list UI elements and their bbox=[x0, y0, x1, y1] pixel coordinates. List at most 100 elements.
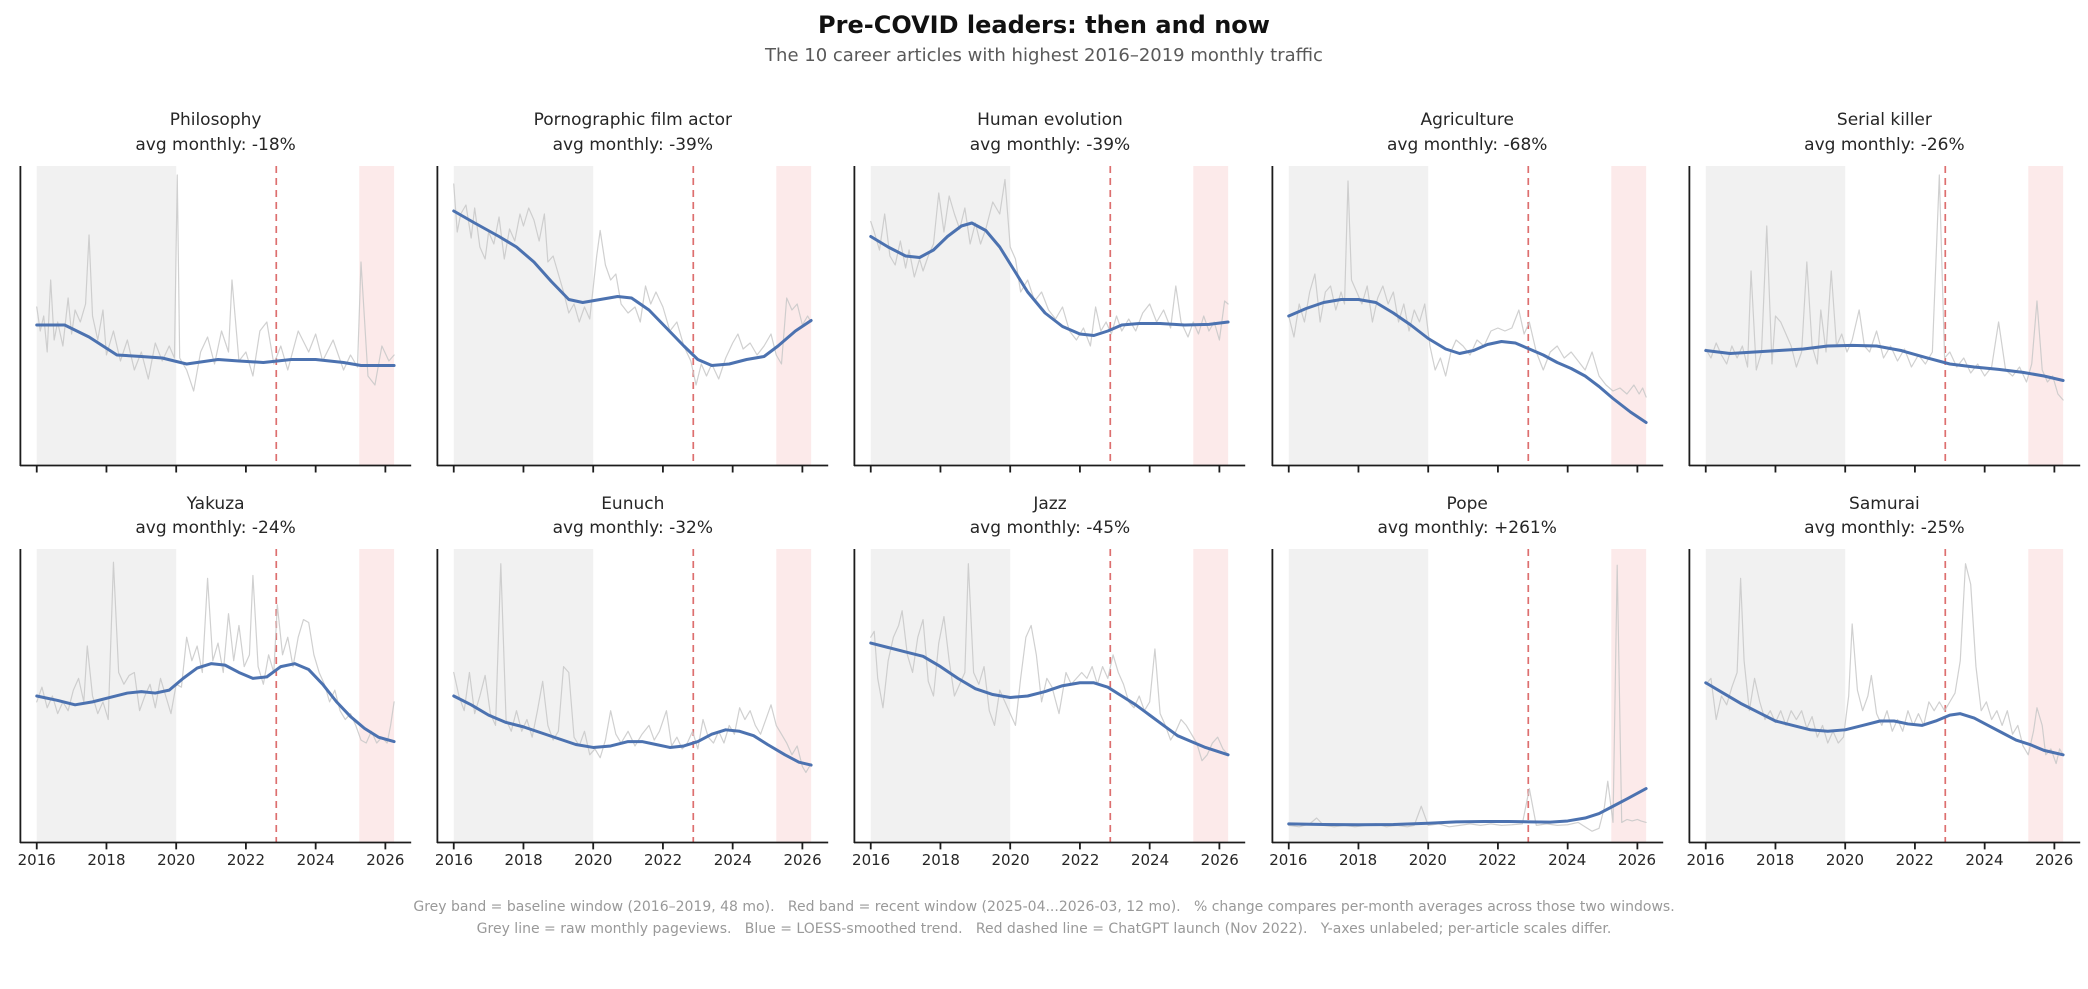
x-tick-label: 2024 bbox=[296, 850, 335, 869]
x-tick-label: 2018 bbox=[87, 850, 126, 869]
x-tick-label: 2024 bbox=[1965, 850, 2004, 869]
baseline-band bbox=[36, 548, 177, 843]
subplot-title: Human evolution bbox=[977, 110, 1123, 131]
subplot-title: Agriculture bbox=[1420, 110, 1514, 131]
subplot-title: Pope bbox=[1446, 493, 1488, 514]
recent-band bbox=[359, 165, 395, 466]
subplot-title: Jazz bbox=[1033, 493, 1067, 514]
trend-line bbox=[1288, 299, 1645, 422]
trend-line bbox=[1706, 345, 2063, 380]
subplot-title: Eunuch bbox=[601, 493, 665, 514]
recent-band bbox=[1610, 165, 1646, 466]
subplot-subtitle: avg monthly: -26% bbox=[1804, 135, 1965, 156]
trend-line bbox=[454, 211, 811, 366]
raw-series-line bbox=[37, 562, 394, 743]
raw-series-line bbox=[871, 179, 1228, 346]
plot-area bbox=[1689, 548, 2080, 843]
recent-band bbox=[2028, 165, 2063, 466]
raw-series-line bbox=[1288, 181, 1645, 397]
baseline-band bbox=[453, 548, 594, 843]
x-tick-label: 2022 bbox=[644, 850, 683, 869]
trend-line bbox=[37, 664, 394, 742]
plot-area bbox=[1272, 165, 1663, 466]
figure-subtitle: The 10 career articles with highest 2016… bbox=[765, 45, 1323, 67]
subplot-titlebox: Agriculture avg monthly: -68% bbox=[1272, 108, 1663, 157]
x-tick-label: 2026 bbox=[366, 850, 405, 869]
trend-line bbox=[871, 223, 1228, 336]
footer-line-2: Grey line = raw monthly pageviews. Blue … bbox=[476, 920, 1612, 937]
trend-line bbox=[871, 643, 1228, 755]
subplot-jazz: Jazz avg monthly: -45% 2016 2018 2020 2022 202… bbox=[852, 492, 1245, 877]
trend-line bbox=[454, 696, 811, 765]
x-tick-label: 2020 bbox=[574, 850, 613, 869]
x-tick-label: 2026 bbox=[2035, 850, 2074, 869]
x-tick-label: 2016 bbox=[1686, 850, 1725, 869]
x-tick-label: 2016 bbox=[17, 850, 56, 869]
subplot-titlebox: Human evolution avg monthly: -39% bbox=[854, 108, 1245, 157]
subplot-titlebox: Serial killer avg monthly: -26% bbox=[1689, 108, 2080, 157]
x-tick-label: 2016 bbox=[434, 850, 474, 869]
baseline-band bbox=[871, 165, 1011, 466]
subplot-subtitle: avg monthly: -45% bbox=[969, 518, 1131, 539]
subplot-subtitle: avg monthly: -18% bbox=[135, 135, 296, 156]
subplot-title: Yakuza bbox=[186, 493, 245, 514]
subplot-titlebox: Pornographic film actor avg monthly: -39% bbox=[437, 108, 828, 157]
subplot-title: Pornographic film actor bbox=[533, 110, 732, 131]
subplot-title: Samurai bbox=[1849, 493, 1920, 514]
x-tick-label: 2020 bbox=[991, 850, 1030, 869]
subplot-subtitle: avg monthly: -32% bbox=[552, 518, 714, 539]
x-tick-label: 2020 bbox=[1408, 850, 1447, 869]
plot-area bbox=[437, 548, 828, 843]
plot-area bbox=[437, 165, 828, 466]
footer-line-1: Grey band = baseline window (2016–2019, … bbox=[413, 898, 1675, 915]
trend-line bbox=[1706, 683, 2063, 755]
x-tick-label: 2018 bbox=[504, 850, 543, 869]
subplot-title: Serial killer bbox=[1836, 110, 1932, 131]
subplot-titlebox: Pope avg monthly: +261% bbox=[1272, 492, 1663, 541]
subplot-pope: Pope avg monthly: +261% 2016 2018 2020 2022 20… bbox=[1269, 492, 1663, 877]
x-tick-label: 2022 bbox=[226, 850, 265, 869]
raw-series-line bbox=[454, 184, 811, 385]
plot-area bbox=[1272, 548, 1663, 843]
subplot-titlebox: Eunuch avg monthly: -32% bbox=[437, 492, 828, 541]
subplot-grid: Philosophy avg monthly: -18% Pornographic … bbox=[0, 108, 2088, 877]
recent-band bbox=[1193, 548, 1229, 843]
x-tick-label: 2018 bbox=[1338, 850, 1378, 869]
x-tick-label: 2024 bbox=[1130, 850, 1170, 869]
x-tick-label: 2018 bbox=[1756, 850, 1795, 869]
baseline-band bbox=[36, 165, 177, 466]
subplot-human-evolution: Human evolution avg monthly: -39% bbox=[854, 108, 1245, 465]
baseline-band bbox=[1288, 548, 1428, 843]
subplot-subtitle: avg monthly: -68% bbox=[1386, 135, 1548, 156]
x-tick-label: 2024 bbox=[1548, 850, 1587, 869]
plot-area bbox=[20, 165, 411, 466]
x-tick-label: 2022 bbox=[1478, 850, 1517, 869]
x-tick-label: 2018 bbox=[921, 850, 960, 869]
x-tick-label: 2026 bbox=[1617, 850, 1657, 869]
x-tick-label: 2024 bbox=[713, 850, 752, 869]
plot-area bbox=[1689, 165, 2080, 466]
subplot-subtitle: avg monthly: -39% bbox=[969, 135, 1131, 156]
subplot-eunuch: Eunuch avg monthly: -32% 2016 2018 2020 2022 2… bbox=[434, 492, 828, 877]
baseline-band bbox=[871, 548, 1011, 843]
figure-title: Pre-COVID leaders: then and now bbox=[818, 11, 1270, 39]
subplot-titlebox: Yakuza avg monthly: -24% bbox=[20, 492, 411, 541]
baseline-band bbox=[453, 165, 594, 466]
subplot-samurai: Samurai avg monthly: -25% 2016 2018 2020 2022… bbox=[1686, 492, 2080, 877]
x-tick-label: 2026 bbox=[1200, 850, 1239, 869]
subplot-yakuza: Yakuza avg monthly: -24% 2016 2018 2020 2022 2… bbox=[17, 492, 411, 877]
recent-band bbox=[776, 548, 812, 843]
figure-header: Pre-COVID leaders: then and now The 10 c… bbox=[0, 0, 2088, 68]
trend-line bbox=[1288, 789, 1645, 825]
x-tick-label: 2026 bbox=[783, 850, 822, 869]
x-axis-labels: 2016 2018 2020 2022 2024 2026 bbox=[17, 849, 411, 877]
subplot-titlebox: Jazz avg monthly: -45% bbox=[854, 492, 1245, 541]
subplot-subtitle: avg monthly: +261% bbox=[1377, 518, 1557, 539]
raw-series-line bbox=[871, 564, 1228, 761]
x-tick-label: 2016 bbox=[1269, 850, 1308, 869]
x-tick-label: 2020 bbox=[157, 850, 196, 869]
subplot-subtitle: avg monthly: -39% bbox=[552, 135, 714, 156]
plot-area bbox=[854, 165, 1245, 466]
plot-area bbox=[20, 548, 411, 843]
x-tick-label: 2016 bbox=[852, 850, 891, 869]
